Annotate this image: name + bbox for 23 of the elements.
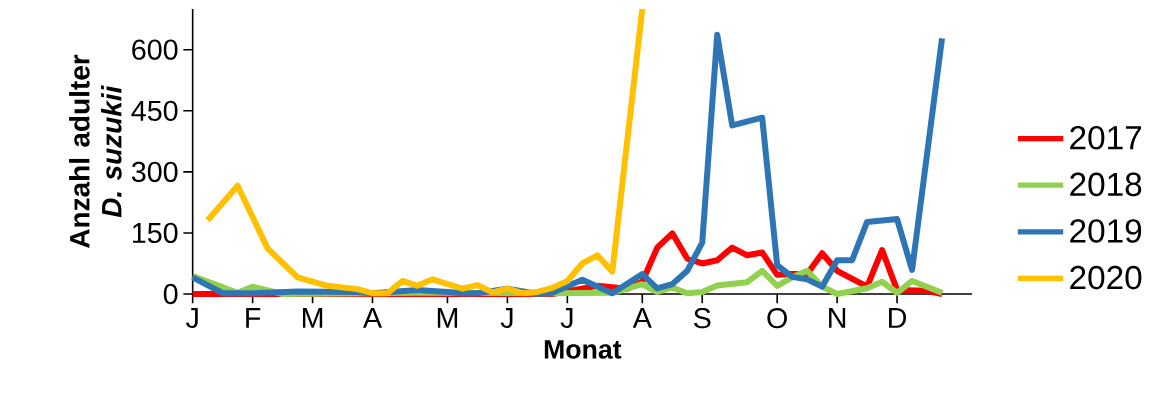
x-axis-title: Monat: [544, 340, 622, 359]
x-tick-label: N: [829, 308, 846, 328]
y-tick-label: 600: [132, 39, 178, 60]
legend-label: 2017: [1070, 125, 1142, 150]
x-tick-label: J: [185, 308, 198, 329]
y-tick-label: 300: [131, 161, 178, 182]
x-tick-label: O: [767, 308, 787, 329]
y-tick-label: 450: [131, 100, 178, 121]
x-tick-label: S: [693, 308, 711, 329]
y-axis-title: Anzahl adulter D. suzukii: [69, 54, 122, 249]
x-tick-label: A: [363, 308, 383, 328]
x-tick-label: M: [437, 308, 458, 328]
y-tick-label: 150: [132, 222, 178, 244]
legend-label: 2020: [1070, 265, 1142, 290]
x-tick-label: A: [632, 308, 652, 328]
x-tick-label: F: [246, 308, 261, 328]
x-tick-label: D: [889, 308, 907, 328]
x-tick-label: J: [560, 308, 573, 329]
x-tick-label: J: [500, 308, 513, 329]
x-tick-label: M: [302, 308, 323, 328]
legend-label: 2018: [1070, 172, 1142, 197]
legend-label: 2019: [1070, 219, 1142, 243]
y-tick-label: 0: [163, 283, 178, 305]
